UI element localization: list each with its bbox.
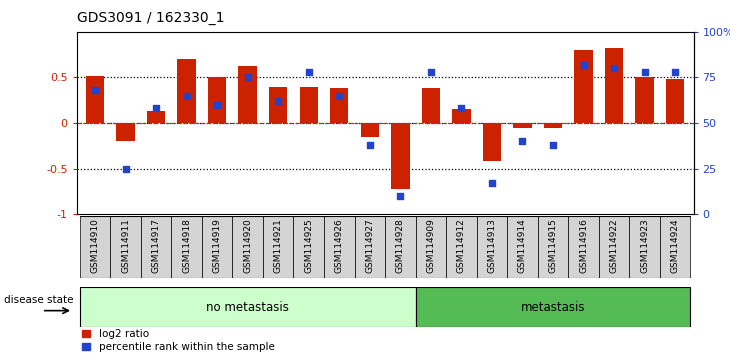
Point xyxy=(486,180,498,186)
Bar xyxy=(544,123,562,127)
Point xyxy=(639,69,650,75)
Text: GSM114919: GSM114919 xyxy=(212,218,222,273)
Point xyxy=(425,69,437,75)
Text: GSM114914: GSM114914 xyxy=(518,218,527,273)
Bar xyxy=(415,287,691,327)
Text: GSM114925: GSM114925 xyxy=(304,218,313,273)
Bar xyxy=(446,216,477,278)
Text: GSM114928: GSM114928 xyxy=(396,218,405,273)
Bar xyxy=(202,216,232,278)
Bar xyxy=(177,59,196,123)
Text: GSM114918: GSM114918 xyxy=(182,218,191,273)
Text: GSM114922: GSM114922 xyxy=(610,218,618,273)
Bar xyxy=(513,123,531,127)
Point xyxy=(334,93,345,98)
Bar xyxy=(355,216,385,278)
Point xyxy=(608,65,620,71)
Text: GSM114917: GSM114917 xyxy=(152,218,161,273)
Bar xyxy=(391,123,410,189)
Bar xyxy=(172,216,202,278)
Text: GSM114911: GSM114911 xyxy=(121,218,130,273)
Text: GSM114926: GSM114926 xyxy=(335,218,344,273)
Bar xyxy=(538,216,568,278)
Bar xyxy=(385,216,415,278)
Bar xyxy=(453,109,471,123)
Text: GSM114924: GSM114924 xyxy=(671,218,680,273)
Bar xyxy=(599,216,629,278)
Bar xyxy=(361,123,379,137)
Point xyxy=(150,105,162,111)
Bar xyxy=(568,216,599,278)
Point xyxy=(548,142,559,148)
Bar xyxy=(483,123,501,161)
Bar xyxy=(422,88,440,123)
Legend: log2 ratio, percentile rank within the sample: log2 ratio, percentile rank within the s… xyxy=(82,329,274,352)
Bar xyxy=(477,216,507,278)
Text: GSM114916: GSM114916 xyxy=(579,218,588,273)
Point xyxy=(577,62,589,68)
Bar xyxy=(324,216,355,278)
Bar xyxy=(80,216,110,278)
Bar xyxy=(507,216,538,278)
Bar xyxy=(605,48,623,123)
Point xyxy=(242,75,253,80)
Point xyxy=(364,142,376,148)
Text: GSM114909: GSM114909 xyxy=(426,218,435,273)
Bar xyxy=(415,216,446,278)
Bar xyxy=(660,216,691,278)
Point xyxy=(272,98,284,104)
Bar xyxy=(147,111,165,123)
Point xyxy=(211,102,223,108)
Point xyxy=(181,93,193,98)
Point xyxy=(120,166,131,171)
Bar xyxy=(80,287,415,327)
Text: GSM114923: GSM114923 xyxy=(640,218,649,273)
Bar xyxy=(110,216,141,278)
Text: GSM114915: GSM114915 xyxy=(548,218,558,273)
Text: GSM114912: GSM114912 xyxy=(457,218,466,273)
Text: metastasis: metastasis xyxy=(520,301,585,314)
Text: disease state: disease state xyxy=(4,295,73,305)
Point xyxy=(456,105,467,111)
Text: GSM114920: GSM114920 xyxy=(243,218,252,273)
Text: GSM114913: GSM114913 xyxy=(488,218,496,273)
Point xyxy=(517,138,529,144)
Point xyxy=(303,69,315,75)
Text: GSM114927: GSM114927 xyxy=(365,218,374,273)
Bar xyxy=(208,78,226,123)
Bar xyxy=(232,216,263,278)
Text: no metastasis: no metastasis xyxy=(206,301,289,314)
Bar xyxy=(141,216,172,278)
Text: GDS3091 / 162330_1: GDS3091 / 162330_1 xyxy=(77,11,224,25)
Bar xyxy=(269,86,288,123)
Bar xyxy=(575,50,593,123)
Bar xyxy=(666,79,684,123)
Bar xyxy=(263,216,293,278)
Bar xyxy=(330,88,348,123)
Point xyxy=(394,193,406,199)
Point xyxy=(89,87,101,93)
Point xyxy=(669,69,681,75)
Bar xyxy=(86,76,104,123)
Bar xyxy=(629,216,660,278)
Bar xyxy=(116,123,134,141)
Text: GSM114921: GSM114921 xyxy=(274,218,283,273)
Bar xyxy=(239,67,257,123)
Bar xyxy=(299,86,318,123)
Text: GSM114910: GSM114910 xyxy=(91,218,99,273)
Bar xyxy=(293,216,324,278)
Bar xyxy=(636,78,654,123)
